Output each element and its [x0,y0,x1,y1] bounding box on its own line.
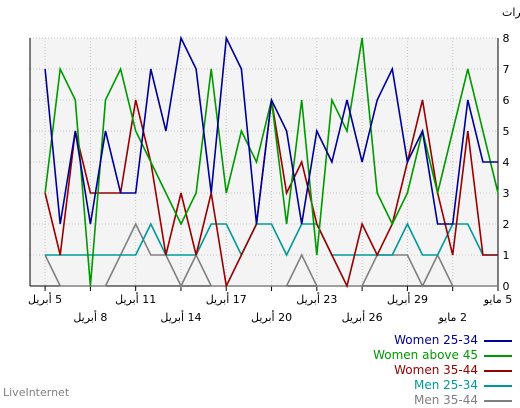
legend-label: Men 35-44 [413,393,478,407]
y-tick-label: 4 [503,156,510,169]
series-line [44,35,498,225]
y-tick-label: 5 [503,125,510,138]
legend-entry: Women 25-34 [330,333,520,348]
x-tick-labels: 5 مايو 2 مايو 29 أبريل 26 أبريل 23 أبريل 20 أ… [28,292,512,324]
legend-label: Men 25-34 [413,378,478,392]
x-tick-label: 8 أبريل [73,310,107,324]
x-tick-label: 5 أبريل [28,292,62,306]
y-axis-label: المرات [502,6,520,19]
legend-swatch [484,340,512,342]
x-tick-label: 14 أبريل [160,310,201,324]
series-lines [44,35,499,289]
y-tick-label: 3 [503,187,510,200]
legend-swatch [484,355,512,357]
legend-label: Women above 45 [373,348,478,362]
x-tick-label: 20 أبريل [251,310,292,324]
legend-swatch [484,385,512,387]
legend-swatch [484,400,512,402]
legend-swatch [484,370,512,372]
y-tick-label: 6 [503,94,510,107]
legend-entry: Men 25-34 [330,378,520,393]
legend-entry: Women 35-44 [330,363,520,378]
y-tick-labels: 0 1 2 3 4 5 6 7 8 [503,32,510,293]
legend-label: Women 35-44 [394,363,478,377]
y-tick-label: 0 [503,280,510,293]
legend-entry: Women above 45 [330,348,520,363]
y-tick-label: 8 [503,32,510,45]
x-tick-label: 2 مايو [437,311,466,324]
x-tick-label: 11 أبريل [115,292,156,306]
x-tick-label: 23 أبريل [296,292,337,306]
x-tick-label: 17 أبريل [206,292,247,306]
x-tick-label: 29 أبريل [387,292,428,306]
y-tick-label: 1 [503,249,510,262]
legend-label: Women 25-34 [394,333,478,347]
x-tick-label: 5 مايو [483,293,512,306]
legend-entry: Men 35-44 [330,393,520,408]
x-tick-label: 26 أبريل [342,310,383,324]
credit-label: LiveInternet [3,386,70,399]
y-tick-label: 7 [503,63,510,76]
series-line [45,222,498,257]
legend: Women 25-34 Women above 45 Women 35-44 Men … [330,333,520,408]
y-tick-label: 2 [503,218,510,231]
